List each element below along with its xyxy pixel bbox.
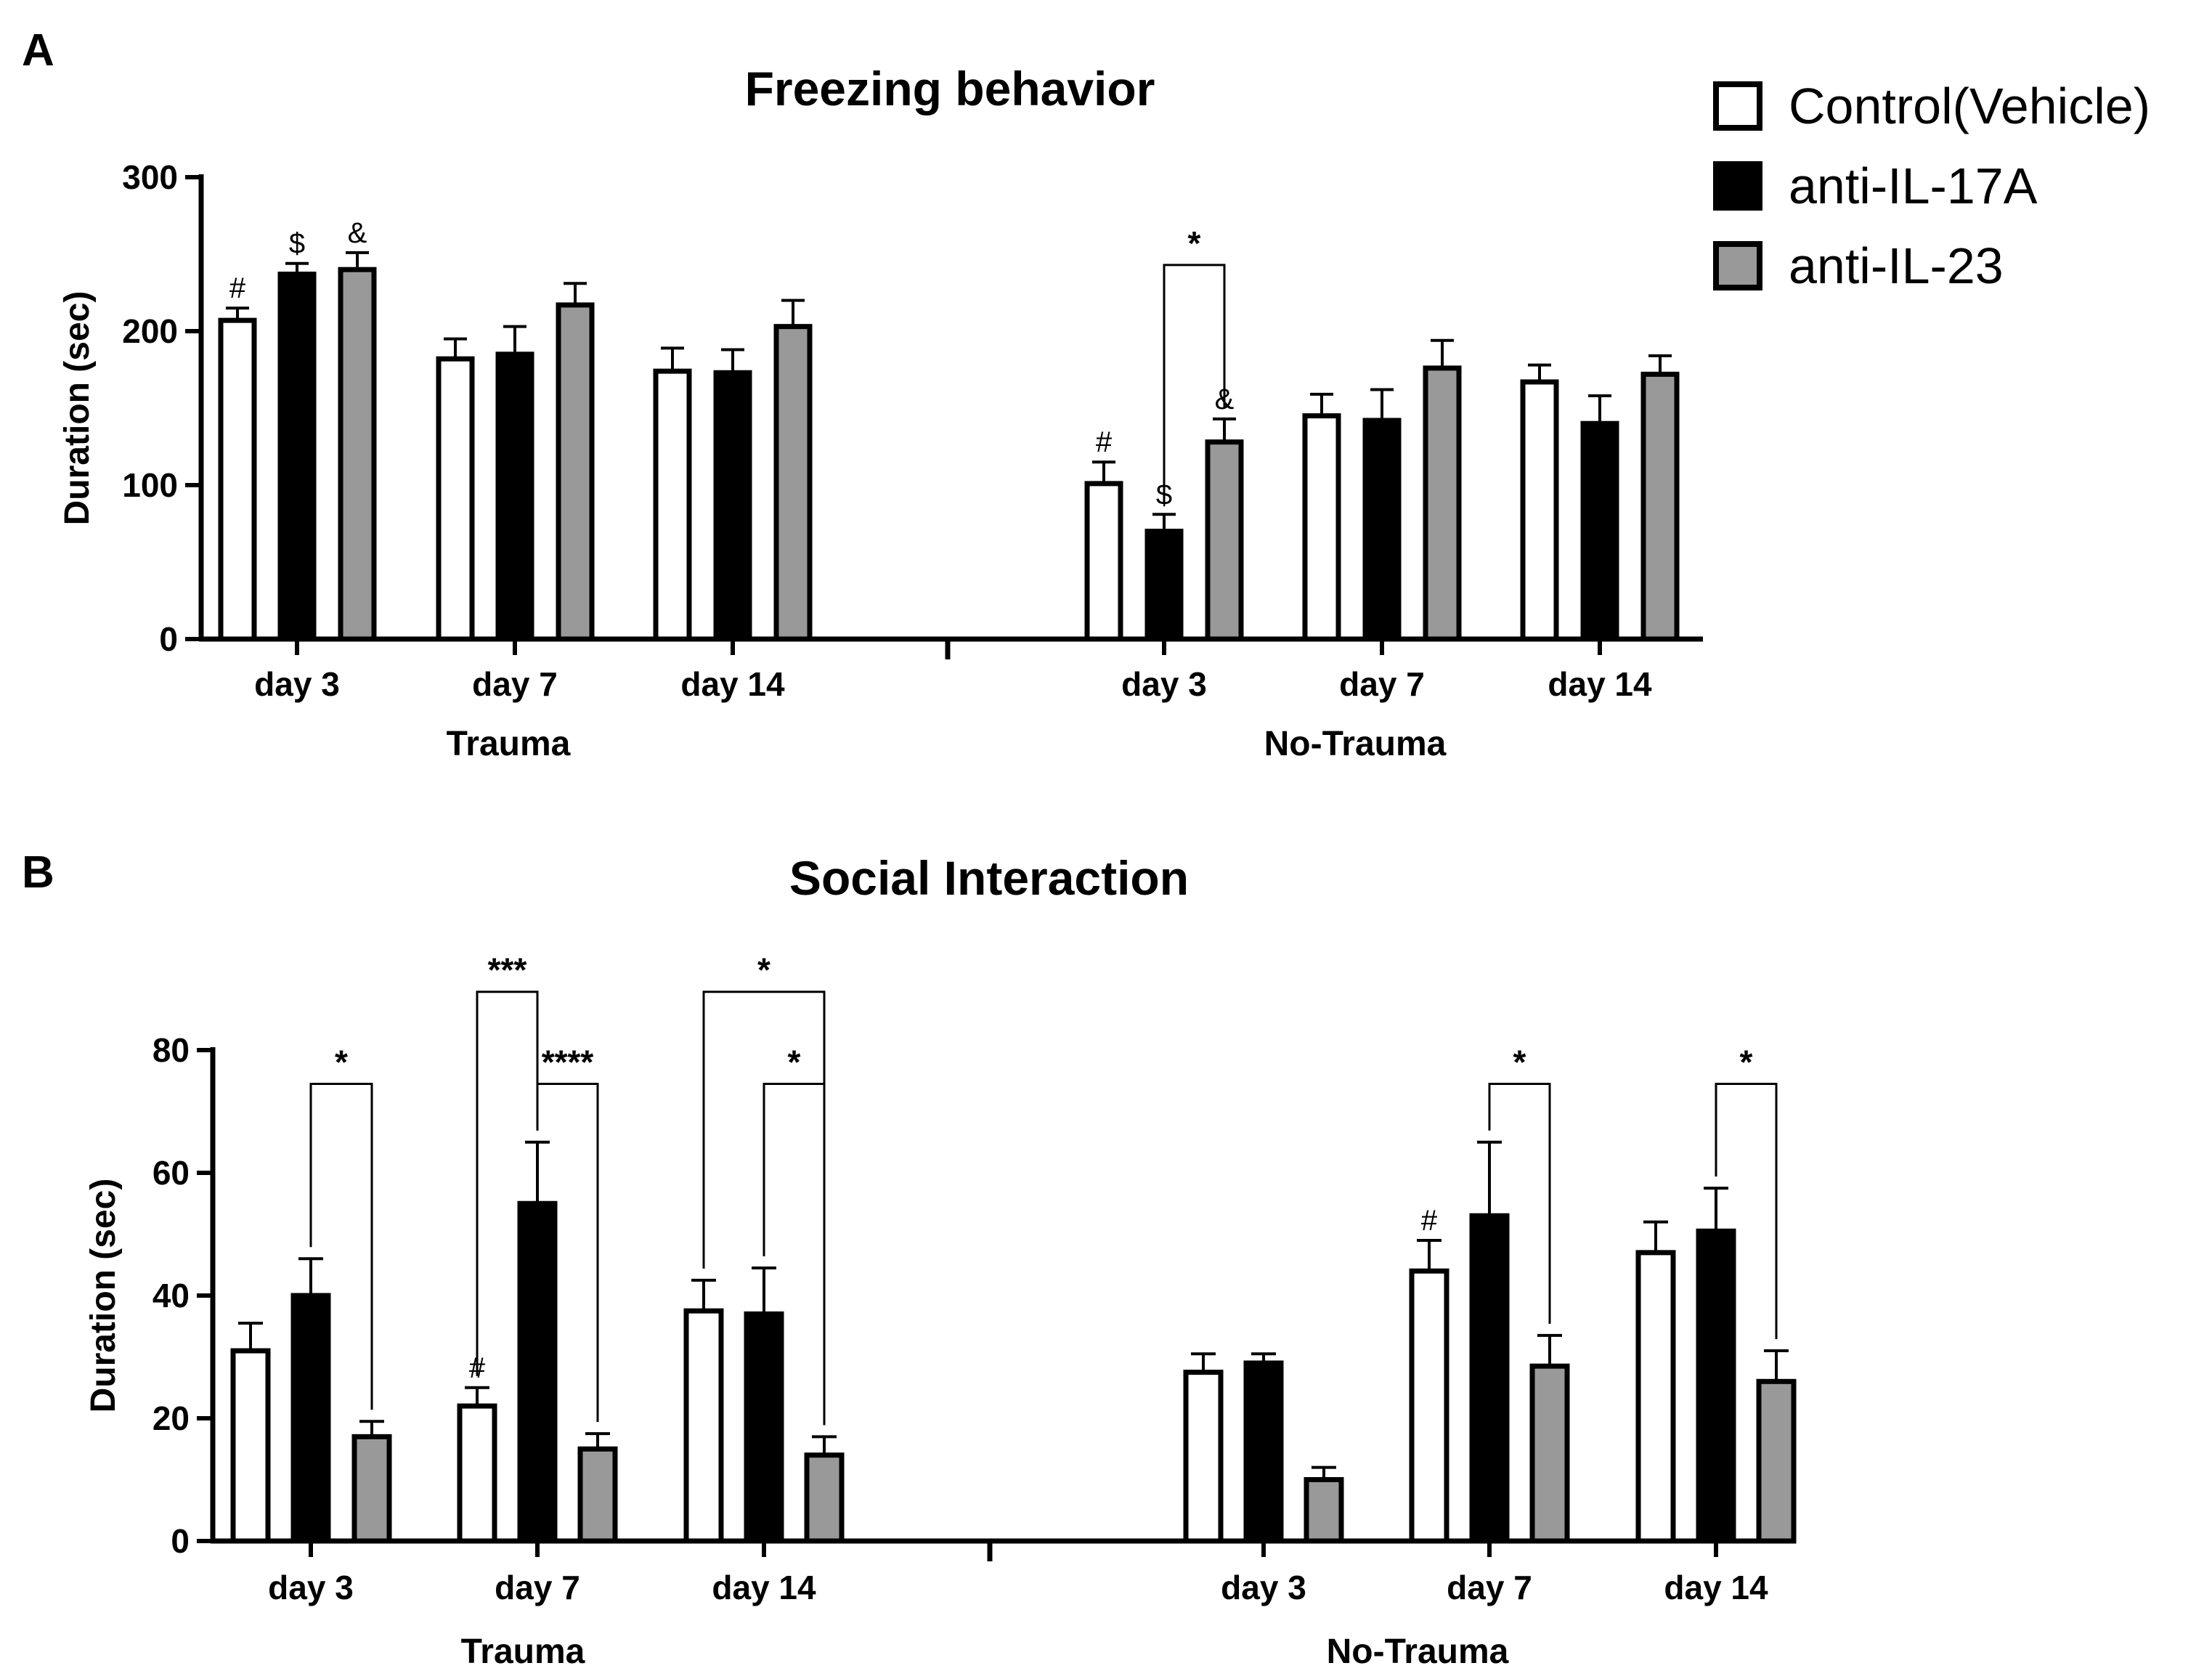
- panel-a-chart: Freezing behavior Duration (sec) 0 100 200 30…: [58, 62, 1703, 763]
- panel-b-y-tick-label: 20: [153, 1399, 190, 1437]
- panel-a-x-tick-label: day 7: [1339, 665, 1425, 703]
- panel-a-annotation-3: #: [1096, 426, 1113, 458]
- panel-a-annotation-0: #: [229, 272, 246, 304]
- panel-b-significance-label-1: ***: [488, 951, 527, 989]
- panel-b-x-tick-label: day 7: [1447, 1569, 1532, 1606]
- panel-b-bar-anti-il-17a-3: [1243, 1360, 1284, 1544]
- panel-a-bar-control-2: [653, 368, 692, 642]
- panel-a-bar-control-1: [436, 356, 475, 642]
- panel-b-bar-anti-il-17a-0: [290, 1293, 331, 1544]
- panel-a-y-tick-label: 100: [122, 466, 178, 504]
- panel-b-y-tick-label: 60: [153, 1154, 190, 1192]
- panel-a-title: Freezing behavior: [745, 62, 1155, 115]
- panel-b-significance-bracket-5: [1488, 1082, 1551, 1324]
- panel-b-y-tick-label: 40: [153, 1277, 190, 1314]
- panel-a-bar-anti-il-23-2: [773, 324, 813, 642]
- panel-b-significance-bracket-2: [536, 1082, 599, 1423]
- panel-b-bar-control-5: [1635, 1250, 1676, 1544]
- panel-b-x-tick-label: day 3: [1221, 1569, 1306, 1606]
- panel-b-bar-anti-il-17a-5: [1696, 1228, 1736, 1544]
- panel-b-significance-label-5: *: [1513, 1043, 1526, 1081]
- panel-a-bar-control-3: [1084, 481, 1123, 642]
- panel-a-bar-anti-il-17a-0: [277, 272, 317, 642]
- panel-a-bar-anti-il-23-4: [1423, 365, 1462, 642]
- panel-a-annotation-2: &: [348, 217, 367, 249]
- panel-b-significance-label-6: *: [1740, 1043, 1753, 1081]
- panel-letter-b: B: [22, 847, 54, 898]
- panel-a-bar-control-0: [218, 317, 257, 642]
- panel-b-bar-anti-il-23-5: [1756, 1378, 1797, 1544]
- panel-b-chart: Social Interaction Duration (sec) 0 20 40 60 8…: [84, 851, 1797, 1671]
- panel-a-annotation-1: $: [289, 228, 305, 260]
- panel-b-y-tick-label: 0: [171, 1522, 190, 1560]
- legend-label-anti-il-17a: anti-IL-17A: [1789, 158, 2038, 214]
- panel-a-bar-anti-il-23-0: [338, 267, 377, 642]
- panel-b-x-tick-label: day 7: [495, 1569, 580, 1606]
- panel-b-bar-anti-il-17a-1: [517, 1200, 558, 1544]
- panel-b-bar-control-1: [457, 1403, 497, 1544]
- panel-b-bar-anti-il-23-0: [351, 1434, 392, 1544]
- panel-a-group-label-no-trauma: No-Trauma: [1264, 725, 1447, 763]
- panel-a-x-tick-label: day 3: [1121, 665, 1207, 703]
- panel-a-bar-anti-il-23-3: [1205, 439, 1244, 642]
- panel-a-bar-anti-il-17a-2: [713, 370, 752, 642]
- panel-b-bar-anti-il-23-3: [1304, 1477, 1344, 1544]
- panel-b-bar-control-4: [1409, 1268, 1449, 1544]
- panel-b-bar-anti-il-17a-2: [744, 1311, 784, 1544]
- panel-b-group-label-trauma: Trauma: [461, 1633, 585, 1671]
- panel-a-significance-bracket-0: [1163, 264, 1226, 503]
- panel-a-bar-control-5: [1520, 379, 1559, 642]
- panel-a-y-axis-label: Duration (sec): [58, 291, 97, 526]
- panel-a-x-tick-label: day 14: [1548, 665, 1652, 703]
- panel-b-y-axis-label: Duration (sec): [84, 1179, 123, 1413]
- panel-b-bar-control-2: [683, 1308, 724, 1544]
- panel-b-significance-bracket-4: [763, 1082, 826, 1426]
- panel-a-y-tick-label: 300: [122, 158, 178, 196]
- panel-b-significance-bracket-1: [476, 991, 539, 1376]
- legend: Control(Vehicle) anti-IL-17A anti-IL-23: [1713, 78, 2150, 294]
- panel-b-group-label-no-trauma: No-Trauma: [1327, 1633, 1509, 1671]
- panel-a-bar-control-4: [1302, 413, 1341, 642]
- panel-a-bar-anti-il-17a-4: [1362, 418, 1402, 642]
- panel-a-group-label-trauma: Trauma: [447, 725, 571, 763]
- panel-a-bar-anti-il-17a-3: [1144, 529, 1184, 642]
- panel-b-bar-anti-il-17a-4: [1469, 1213, 1510, 1544]
- panel-b-annotation-1: #: [1421, 1205, 1438, 1237]
- legend-swatch-anti-il-23: [1713, 241, 1762, 290]
- panel-a-bar-anti-il-17a-1: [495, 351, 534, 642]
- panel-a-x-tick-label: day 3: [254, 665, 340, 703]
- panel-b-bar-control-3: [1183, 1370, 1224, 1544]
- panel-a-x-tick-label: day 7: [472, 665, 558, 703]
- panel-b-bar-anti-il-23-4: [1529, 1363, 1570, 1544]
- panel-b-title: Social Interaction: [789, 851, 1189, 905]
- panel-b-significance-label-4: *: [788, 1043, 801, 1081]
- panel-b-significance-label-3: *: [757, 951, 770, 989]
- panel-b-bar-anti-il-23-1: [577, 1446, 618, 1544]
- legend-label-anti-il-23: anti-IL-23: [1789, 237, 2004, 294]
- panel-b-x-tick-label: day 3: [268, 1569, 354, 1606]
- panel-b-x-tick-label: day 14: [712, 1569, 816, 1606]
- legend-swatch-control: [1713, 81, 1762, 131]
- panel-b-significance-bracket-6: [1715, 1082, 1778, 1340]
- panel-a-significance-label-0: *: [1188, 224, 1201, 262]
- legend-label-control: Control(Vehicle): [1789, 78, 2150, 134]
- legend-swatch-anti-il-17a: [1713, 161, 1762, 211]
- panel-b-bar-anti-il-23-2: [804, 1452, 845, 1544]
- panel-b-x-tick-label: day 14: [1664, 1569, 1768, 1606]
- panel-a-bar-anti-il-23-1: [556, 302, 595, 642]
- panel-a-y-tick-label: 200: [122, 312, 178, 350]
- panel-letter-a: A: [22, 25, 54, 76]
- panel-a-bar-anti-il-17a-5: [1580, 420, 1619, 642]
- panel-b-significance-label-2: ****: [542, 1043, 594, 1081]
- panel-b-significance-label-0: *: [335, 1043, 348, 1081]
- panel-b-bar-control-0: [230, 1348, 271, 1544]
- panel-a-y-tick-label: 0: [159, 620, 178, 658]
- panel-a-bar-anti-il-23-5: [1640, 371, 1680, 642]
- panel-b-y-tick-label: 80: [153, 1031, 190, 1069]
- panel-b-significance-bracket-0: [309, 1082, 373, 1410]
- panel-a-x-tick-label: day 14: [680, 665, 785, 703]
